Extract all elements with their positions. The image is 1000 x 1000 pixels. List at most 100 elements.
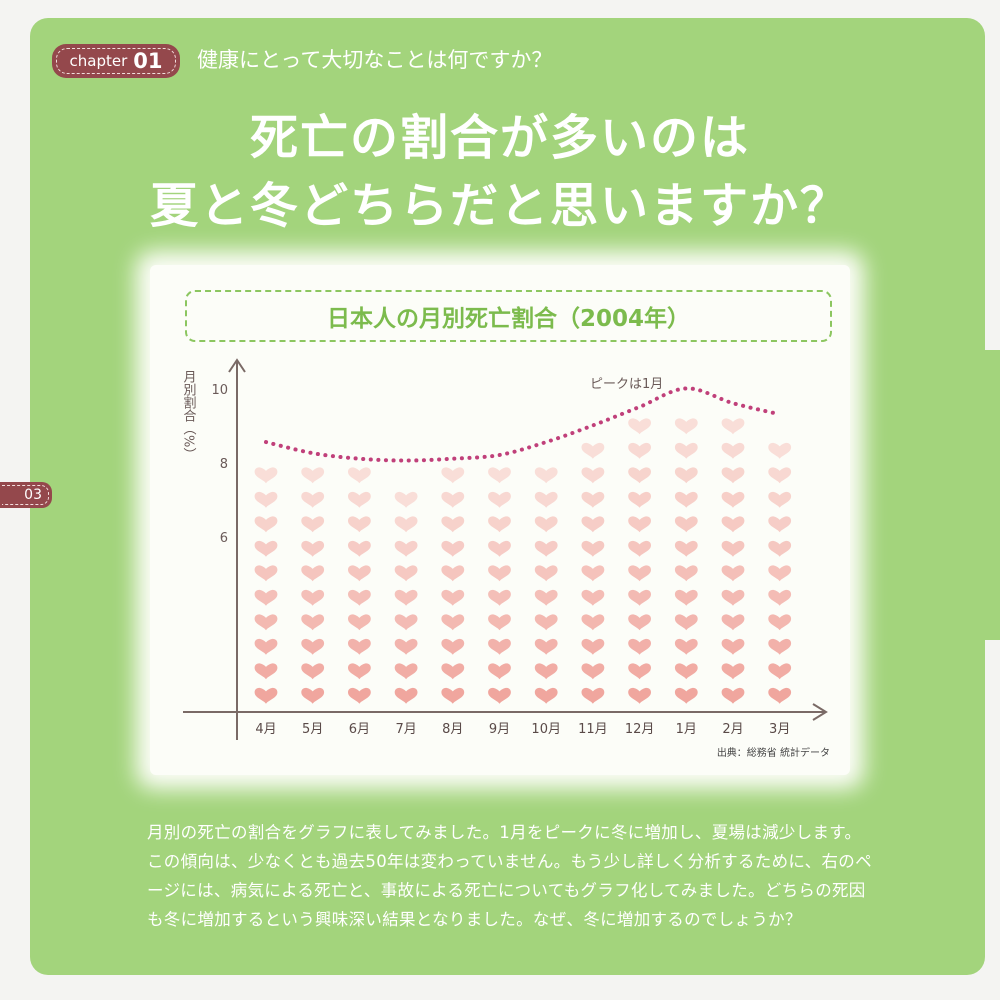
trend-line <box>264 386 782 463</box>
heart-bar-mark <box>581 540 605 557</box>
heart-bar-mark <box>488 516 511 533</box>
heart-bar-mark <box>254 540 278 557</box>
heart-bar-mark <box>348 638 371 655</box>
heart-bar-mark <box>348 540 371 557</box>
heart-bar-mark <box>721 540 745 557</box>
heart-bar-mark <box>301 614 325 631</box>
heart-bar-mark <box>534 614 558 631</box>
heart-bar-mark <box>301 589 325 606</box>
x-tick-label: 12月 <box>625 722 655 737</box>
heart-bar-mark <box>534 589 558 606</box>
x-tick-label: 10月 <box>531 722 561 737</box>
heart-bar-mark <box>254 516 278 533</box>
heart-bar-mark <box>488 540 511 557</box>
heart-bar-mark <box>628 467 651 484</box>
x-tick-label: 1月 <box>676 722 697 737</box>
heart-bar-mark <box>301 540 325 557</box>
heart-bar-mark <box>674 589 698 606</box>
heart-bar-mark <box>628 442 651 459</box>
x-axis-arrow <box>812 703 828 721</box>
heart-bar-mark <box>581 614 605 631</box>
heart-bar-mark <box>254 467 278 484</box>
heart-bar-mark <box>674 442 698 459</box>
heart-bar-mark <box>534 687 558 704</box>
x-tick-label: 5月 <box>302 722 323 737</box>
heart-bar-mark <box>768 491 792 508</box>
heart-bar-mark <box>254 663 278 680</box>
x-tick-label: 9月 <box>489 722 510 737</box>
chapter-subtitle: 健康にとって大切なことは何ですか？ <box>197 48 553 72</box>
heart-bar-mark <box>394 638 418 655</box>
heart-bar-mark <box>768 516 792 533</box>
heart-bar-mark <box>768 589 792 606</box>
heart-bar-mark <box>441 491 465 508</box>
heart-bar-mark <box>721 418 745 435</box>
heart-bar-mark <box>348 491 371 508</box>
heart-bar-mark <box>628 589 651 606</box>
heart-bar-mark <box>488 663 511 680</box>
heart-bar-mark <box>488 687 511 704</box>
title-line-2: 夏と冬どちらだと思いますか？ <box>149 178 850 234</box>
page-number-tab: 03 <box>0 482 52 508</box>
heart-bar-mark <box>674 638 698 655</box>
heart-bar-mark <box>348 516 371 533</box>
heart-bar-mark <box>348 565 371 582</box>
heart-bar-mark <box>628 540 651 557</box>
heart-bar-mark <box>441 516 465 533</box>
heart-bar-mark <box>768 687 792 704</box>
panel-tab <box>975 350 1000 640</box>
heart-bar-mark <box>534 491 558 508</box>
heart-bar-mark <box>768 638 792 655</box>
heart-bar-mark <box>394 491 418 508</box>
heart-bar-mark <box>534 565 558 582</box>
heart-bar-mark <box>721 442 745 459</box>
heart-bar-mark <box>254 589 278 606</box>
heart-bar-mark <box>721 491 745 508</box>
heart-bar-mark <box>581 442 605 459</box>
heart-bar-mark <box>581 565 605 582</box>
heart-bar-mark <box>348 589 371 606</box>
heart-bar-mark <box>301 467 325 484</box>
heart-bar-mark <box>674 491 698 508</box>
x-tick-label: 4月 <box>255 722 276 737</box>
heart-bar-mark <box>254 614 278 631</box>
heart-bar-mark <box>628 663 651 680</box>
chart-title: 日本人の月別死亡割合（2004年） <box>185 290 832 342</box>
heart-bar-mark <box>721 614 745 631</box>
heart-bar-mark <box>254 491 278 508</box>
heart-bar-mark <box>534 467 558 484</box>
heart-bar-mark <box>534 638 558 655</box>
heart-bar-mark <box>488 638 511 655</box>
y-tick-label: 8 <box>220 457 228 472</box>
heart-bar-mark <box>674 540 698 557</box>
heart-bar-mark <box>394 516 418 533</box>
heart-bar-mark <box>721 565 745 582</box>
heart-bar-mark <box>674 614 698 631</box>
heart-bar-mark <box>628 687 651 704</box>
x-tick-label: 6月 <box>349 722 370 737</box>
heart-bar-mark <box>581 467 605 484</box>
chapter-badge: chapter 01 <box>52 44 180 78</box>
heart-bar-mark <box>348 663 371 680</box>
heart-bar-mark <box>488 491 511 508</box>
heart-bar-mark <box>581 663 605 680</box>
heart-bar-mark <box>628 565 651 582</box>
heart-bar-mark <box>301 516 325 533</box>
heart-bar-mark <box>394 687 418 704</box>
heart-bar-mark <box>254 638 278 655</box>
y-axis-label: 月別割合（%） <box>181 370 197 460</box>
heart-bar-mark <box>674 687 698 704</box>
heart-bar-mark <box>581 589 605 606</box>
heart-bar-mark <box>768 442 792 459</box>
heart-bar-mark <box>581 687 605 704</box>
heart-bar-mark <box>674 516 698 533</box>
y-tick-label: 10 <box>211 383 228 398</box>
heart-bar-mark <box>441 467 465 484</box>
heart-bar-mark <box>721 687 745 704</box>
heart-bar-mark <box>254 565 278 582</box>
heart-bar-mark <box>301 565 325 582</box>
heart-bar-mark <box>441 614 465 631</box>
x-tick-label: 11月 <box>578 722 608 737</box>
heart-bar-mark <box>628 418 651 435</box>
